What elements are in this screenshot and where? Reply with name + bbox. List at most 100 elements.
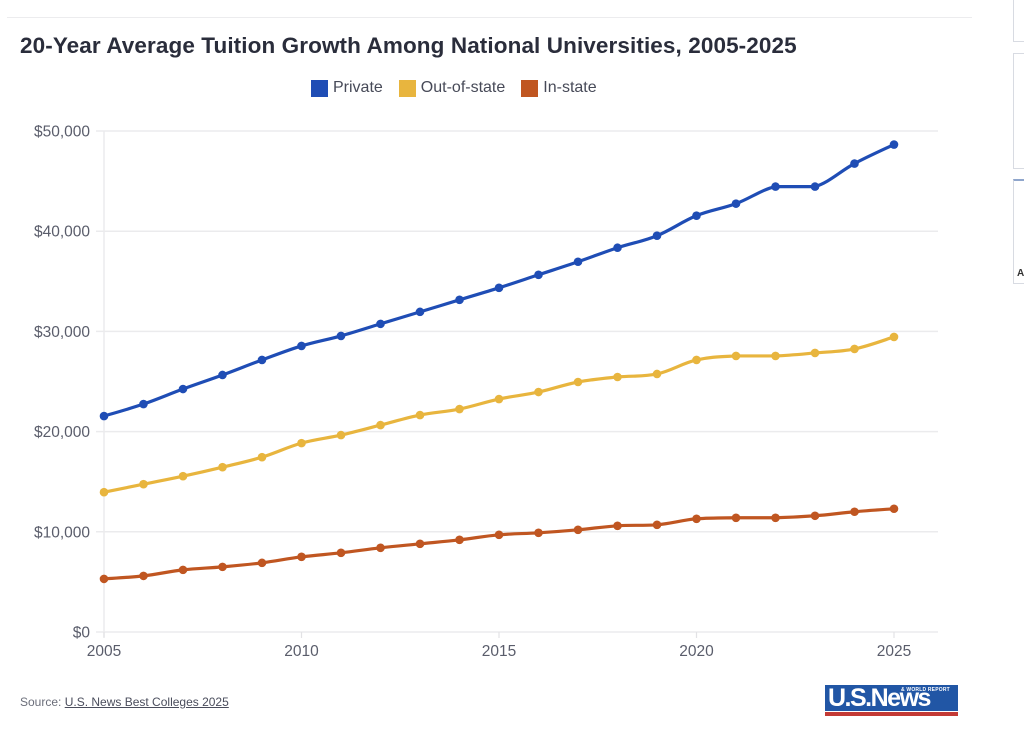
data-point-private	[178, 384, 188, 394]
source-link[interactable]: U.S. News Best Colleges 2025	[64, 695, 229, 709]
data-point-out-of-state	[99, 487, 109, 497]
data-point-private	[731, 199, 741, 208]
data-point-private	[297, 341, 306, 351]
data-point-out-of-state	[455, 404, 464, 414]
data-point-out-of-state	[139, 479, 148, 489]
data-point-private	[652, 231, 662, 241]
data-point-in-state	[613, 521, 622, 531]
legend-label: In-state	[543, 79, 597, 96]
x-tick-label: 2020	[679, 643, 714, 660]
series-in-state	[99, 504, 899, 584]
x-tick-label: 2010	[284, 643, 319, 660]
data-point-private	[613, 243, 622, 253]
data-point-in-state	[850, 507, 859, 517]
data-point-out-of-state	[376, 420, 385, 430]
legend-swatch-in-state	[521, 79, 539, 97]
data-point-in-state	[810, 511, 820, 521]
line-chart: $0 $10,000 $20,000 $30,000 $40,000 $50,000 20…	[34, 124, 938, 660]
y-tick-label: $40,000	[34, 224, 90, 241]
data-point-out-of-state	[336, 430, 346, 440]
logo-subtitle: & WORLD REPORT	[901, 687, 950, 693]
data-point-out-of-state	[771, 351, 780, 361]
chart-title: 20-Year Average Tuition Growth Among Nat…	[20, 33, 797, 58]
data-point-in-state	[297, 552, 306, 562]
legend-label: Out-of-state	[420, 79, 506, 96]
data-point-in-state	[573, 525, 583, 535]
data-point-in-state	[494, 530, 504, 540]
data-point-in-state	[376, 543, 385, 553]
chart-legend: Private Out-of-state In-state	[311, 79, 597, 97]
data-point-in-state	[692, 514, 701, 524]
data-point-private	[850, 159, 859, 168]
x-tick-label: 2015	[482, 643, 516, 660]
data-point-in-state	[771, 513, 780, 523]
data-point-out-of-state	[415, 410, 425, 420]
data-point-out-of-state	[731, 351, 741, 361]
series-group	[99, 140, 899, 584]
source-note: Source: U.S. News Best Colleges 2025	[20, 695, 229, 709]
legend-item-out-of-state[interactable]: Out-of-state	[398, 79, 506, 97]
gridlines	[96, 130, 938, 637]
data-point-private	[889, 140, 899, 149]
usnews-logo[interactable]: U.S.News & WORLD REPORT	[825, 684, 958, 717]
data-point-in-state	[99, 574, 109, 584]
side-panel-top	[1013, 0, 1024, 42]
data-point-out-of-state	[850, 344, 859, 354]
data-point-in-state	[731, 513, 741, 523]
data-point-in-state	[534, 528, 543, 538]
data-point-private	[218, 370, 227, 380]
data-point-private	[534, 270, 543, 280]
side-panel-bottom[interactable]: A	[1013, 179, 1024, 284]
data-point-private	[336, 331, 346, 341]
data-point-out-of-state	[178, 471, 188, 481]
data-point-out-of-state	[573, 377, 583, 387]
x-tick-label: 2005	[87, 643, 121, 660]
data-point-out-of-state	[218, 462, 227, 472]
data-point-in-state	[257, 558, 267, 568]
data-point-in-state	[218, 562, 227, 572]
data-point-out-of-state	[534, 387, 543, 397]
source-prefix: Source:	[20, 695, 65, 709]
data-point-private	[692, 211, 701, 220]
series-out-of-state	[99, 332, 899, 497]
data-point-private	[494, 283, 504, 293]
data-point-out-of-state	[297, 438, 306, 448]
data-point-private	[257, 355, 267, 365]
top-divider	[7, 17, 972, 18]
y-tick-label: $50,000	[34, 124, 90, 141]
data-point-out-of-state	[810, 348, 820, 358]
data-point-private	[771, 182, 780, 191]
data-point-out-of-state	[652, 369, 662, 379]
data-point-out-of-state	[692, 355, 701, 365]
legend-label: Private	[333, 79, 383, 96]
logo-background	[825, 685, 958, 711]
data-point-in-state	[652, 520, 662, 530]
y-axis-ticks: $0 $10,000 $20,000 $30,000 $40,000 $50,000	[34, 124, 90, 642]
logo-wordmark: U.S.News	[828, 684, 931, 712]
data-point-in-state	[889, 504, 899, 514]
legend-swatch-out-of-state	[398, 79, 416, 97]
legend-item-in-state[interactable]: In-state	[521, 79, 597, 97]
y-tick-label: $20,000	[34, 424, 90, 441]
data-point-private	[99, 411, 109, 421]
x-axis-ticks: 2005 2010 2015 2020 2025	[87, 632, 911, 660]
data-point-out-of-state	[889, 332, 899, 342]
data-point-out-of-state	[257, 452, 267, 462]
data-point-in-state	[415, 539, 425, 549]
data-point-private	[139, 399, 148, 409]
data-point-in-state	[455, 535, 464, 545]
data-point-in-state	[336, 548, 346, 558]
y-tick-label: $30,000	[34, 324, 90, 341]
data-point-out-of-state	[494, 394, 504, 404]
data-point-private	[376, 319, 385, 329]
data-point-private	[810, 182, 820, 191]
logo-red-bar	[825, 712, 958, 716]
data-point-private	[455, 295, 464, 305]
series-private	[99, 140, 899, 421]
data-point-in-state	[178, 565, 188, 575]
data-point-private	[573, 257, 583, 267]
y-tick-label: $10,000	[34, 524, 90, 541]
side-panel-middle	[1013, 53, 1024, 169]
legend-swatch-private	[311, 79, 328, 97]
legend-item-private[interactable]: Private	[311, 79, 383, 97]
